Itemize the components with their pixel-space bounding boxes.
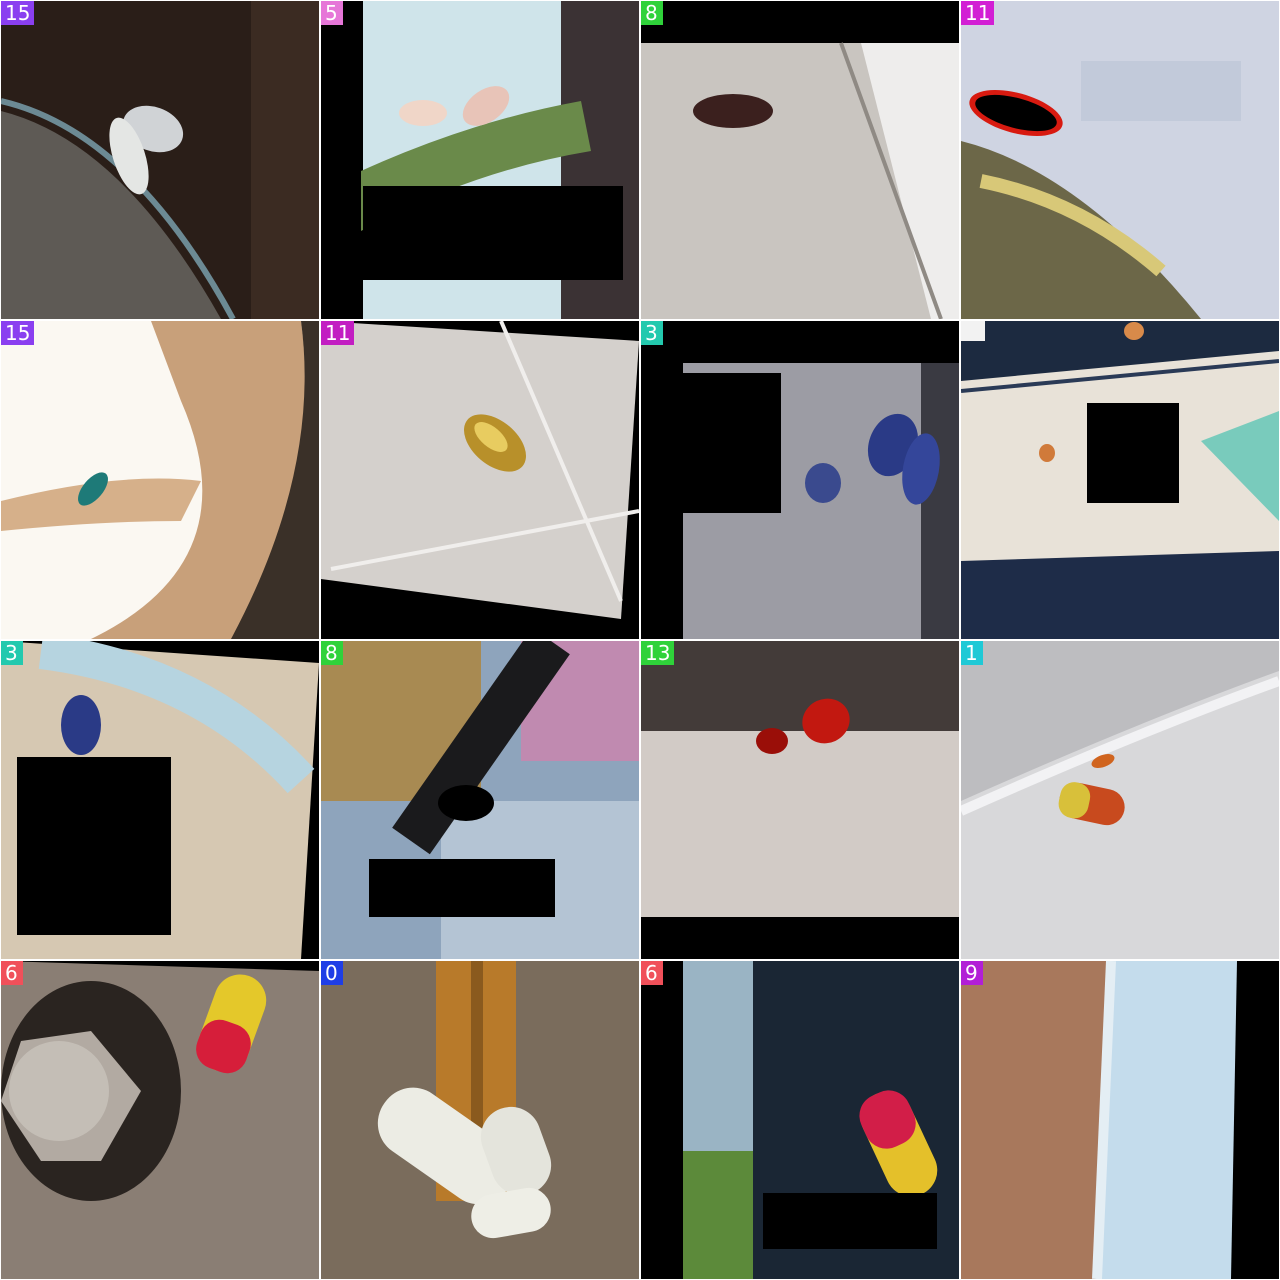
tile-image <box>1 321 319 639</box>
tile-label: 8 <box>641 1 663 25</box>
tile-14: 0 <box>321 961 639 1279</box>
tile-1: 15 <box>1 1 319 319</box>
tile-6: 11 <box>321 321 639 639</box>
tile-image <box>1 961 319 1279</box>
tile-image <box>321 961 639 1279</box>
tile-label: 1 <box>961 641 983 665</box>
tile-label: 11 <box>961 1 995 25</box>
tile-label: 5 <box>321 1 343 25</box>
tile-16: 9 <box>961 961 1279 1279</box>
tile-label: 3 <box>641 321 663 345</box>
tile-4: 11 <box>961 1 1279 319</box>
tile-8 <box>961 321 1279 639</box>
tile-label: 0 <box>321 961 343 985</box>
tile-image <box>321 321 639 639</box>
tile-11: 13 <box>641 641 959 959</box>
tile-label <box>961 321 985 341</box>
tile-image <box>321 641 639 959</box>
tile-10: 8 <box>321 641 639 959</box>
tile-label: 15 <box>1 321 35 345</box>
tile-image <box>961 1 1279 319</box>
tile-label: 3 <box>1 641 23 665</box>
tile-label: 8 <box>321 641 343 665</box>
tile-label: 6 <box>641 961 663 985</box>
tile-label: 6 <box>1 961 23 985</box>
tile-image <box>1 641 319 959</box>
tile-image <box>641 961 959 1279</box>
tile-label: 13 <box>641 641 675 665</box>
tile-15: 6 <box>641 961 959 1279</box>
tile-5: 15 <box>1 321 319 639</box>
tile-image <box>641 641 959 959</box>
tile-image <box>961 321 1279 639</box>
tile-12: 1 <box>961 641 1279 959</box>
tile-image <box>641 1 959 319</box>
tile-label: 15 <box>1 1 35 25</box>
tile-image <box>641 321 959 639</box>
tile-image <box>321 1 639 319</box>
tile-label: 9 <box>961 961 983 985</box>
tile-image <box>1 1 319 319</box>
tile-image <box>961 641 1279 959</box>
tile-label: 11 <box>321 321 355 345</box>
tile-9: 3 <box>1 641 319 959</box>
tile-7: 3 <box>641 321 959 639</box>
tile-13: 6 <box>1 961 319 1279</box>
tile-2: 5 <box>321 1 639 319</box>
tile-3: 8 <box>641 1 959 319</box>
tile-image <box>961 961 1279 1279</box>
